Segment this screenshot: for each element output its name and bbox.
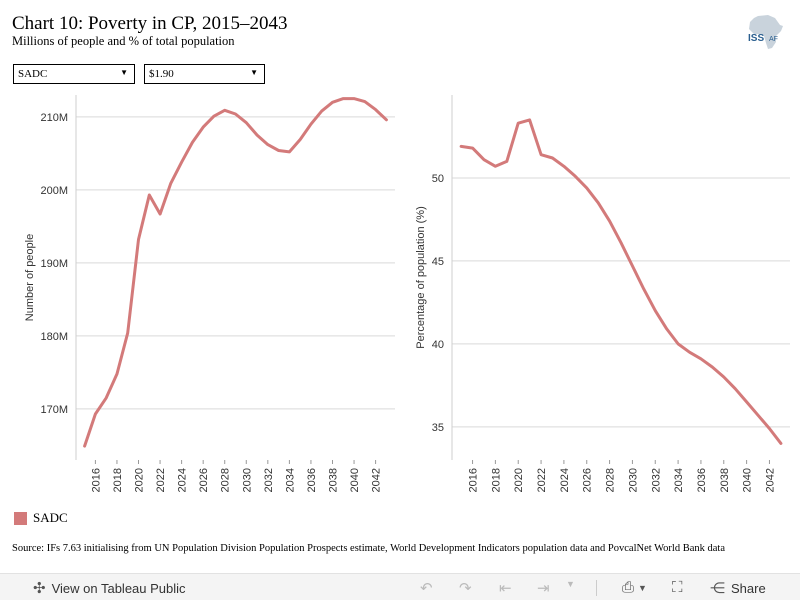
download-icon: ⎙ [622, 579, 635, 596]
redo-icon: ↷ [459, 580, 472, 597]
x-tick-label: 2022 [155, 468, 167, 492]
logo-subtext: AF [769, 36, 778, 43]
redo-button[interactable]: ↷ [459, 579, 472, 597]
y-tick-label: 40 [432, 339, 444, 351]
forward-button[interactable]: ⇥ [537, 579, 550, 597]
legend-swatch[interactable] [14, 511, 27, 525]
x-tick-label: 2028 [605, 468, 617, 492]
toolbar-divider [596, 580, 597, 596]
x-tick-label: 2036 [696, 468, 708, 492]
history-dropdown-button[interactable]: ▼ [566, 579, 575, 589]
chart-title: Chart 10: Poverty in CP, 2015–2043 [12, 13, 288, 34]
series-line-sadc[interactable] [459, 118, 783, 445]
x-tick-label: 2034 [673, 468, 685, 492]
undo-icon: ↶ [420, 580, 433, 597]
legend-label[interactable]: SADC [33, 510, 68, 525]
y-tick-label: 180M [40, 331, 68, 343]
x-tick-label: 2024 [559, 468, 571, 492]
tableau-logo-icon: ✣ [33, 580, 46, 597]
x-tick-label: 2042 [764, 468, 776, 492]
view-on-tableau-link[interactable]: ✣ View on Tableau Public [33, 579, 186, 597]
chevron-down-icon: ▼ [566, 579, 575, 589]
x-tick-label: 2036 [306, 468, 318, 492]
revert-icon: ⇤ [499, 580, 512, 597]
series-line-sadc[interactable] [83, 97, 388, 448]
poverty-line-filter-dropdown[interactable]: $1.90 ▼ [144, 64, 265, 84]
y-axis-title: Percentage of population (%) [415, 206, 427, 348]
y-axis-title: Number of people [24, 234, 36, 321]
logo-text: ISS [748, 33, 764, 44]
download-button[interactable]: ⎙ ▼ [622, 579, 647, 596]
x-tick-label: 2040 [349, 468, 361, 492]
x-tick-label: 2026 [198, 468, 210, 492]
iss-africa-logo: ISS AF [748, 15, 783, 49]
undo-button[interactable]: ↶ [420, 579, 433, 597]
x-tick-label: 2038 [719, 468, 731, 492]
poverty-line-filter-value: $1.90 [149, 68, 174, 80]
x-tick-label: 2020 [134, 468, 146, 492]
share-label: Share [731, 580, 766, 596]
x-tick-label: 2040 [742, 468, 754, 492]
y-tick-label: 45 [432, 256, 444, 268]
share-button[interactable]: ⋲ Share [710, 579, 766, 597]
x-tick-label: 2018 [490, 468, 502, 492]
poverty-charts: 170M 180M 190M 200M 210M 2016 2018 2020 2022 2024… [24, 95, 790, 492]
x-tick-label: 2032 [263, 468, 275, 492]
view-on-tableau-label: View on Tableau Public [51, 580, 186, 596]
y-tick-label: 200M [40, 185, 68, 197]
x-tick-label: 2018 [112, 468, 124, 492]
y-tick-label: 35 [432, 422, 444, 434]
x-tick-label: 2038 [327, 468, 339, 492]
chart-subtitle: Millions of people and % of total popula… [12, 34, 235, 48]
x-tick-label: 2034 [284, 468, 296, 492]
chart-panel-2: 35 40 45 50 2016 2018 2020 2022 2024 2026 2028 2030… [415, 95, 790, 492]
x-tick-label: 2030 [241, 468, 253, 492]
x-tick-label: 2042 [371, 468, 383, 492]
fullscreen-icon: ⛶ [672, 579, 683, 596]
x-tick-label: 2030 [627, 468, 639, 492]
source-note: Source: IFs 7.63 initialising from UN Po… [12, 543, 725, 554]
x-tick-label: 2028 [220, 468, 232, 492]
region-filter-value: SADC [18, 68, 48, 80]
share-icon: ⋲ [710, 580, 725, 597]
y-tick-label: 210M [40, 112, 68, 124]
y-tick-label: 50 [432, 173, 444, 185]
x-tick-label: 2026 [582, 468, 594, 492]
region-filter-dropdown[interactable]: SADC ▼ [13, 64, 135, 84]
x-tick-label: 2022 [536, 468, 548, 492]
x-tick-label: 2024 [177, 468, 189, 492]
x-tick-label: 2016 [90, 468, 102, 492]
revert-button[interactable]: ⇤ [499, 579, 512, 597]
forward-icon: ⇥ [537, 580, 550, 597]
x-tick-label: 2016 [468, 468, 480, 492]
y-tick-label: 190M [40, 258, 68, 270]
chevron-down-icon: ▼ [250, 68, 258, 77]
chevron-down-icon: ▼ [120, 68, 128, 77]
chevron-down-icon: ▼ [638, 582, 647, 593]
y-tick-label: 170M [40, 404, 68, 416]
chart-panel-1: 170M 180M 190M 200M 210M 2016 2018 2020 2022 2024… [24, 95, 395, 492]
fullscreen-button[interactable]: ⛶ [672, 579, 683, 596]
x-tick-label: 2032 [650, 468, 662, 492]
x-tick-label: 2020 [513, 468, 525, 492]
legend: SADC [14, 510, 68, 526]
tableau-toolbar: ✣ View on Tableau Public ↶ ↷ ⇤ ⇥ ▼ ⎙ ▼ ⛶ … [0, 573, 800, 600]
